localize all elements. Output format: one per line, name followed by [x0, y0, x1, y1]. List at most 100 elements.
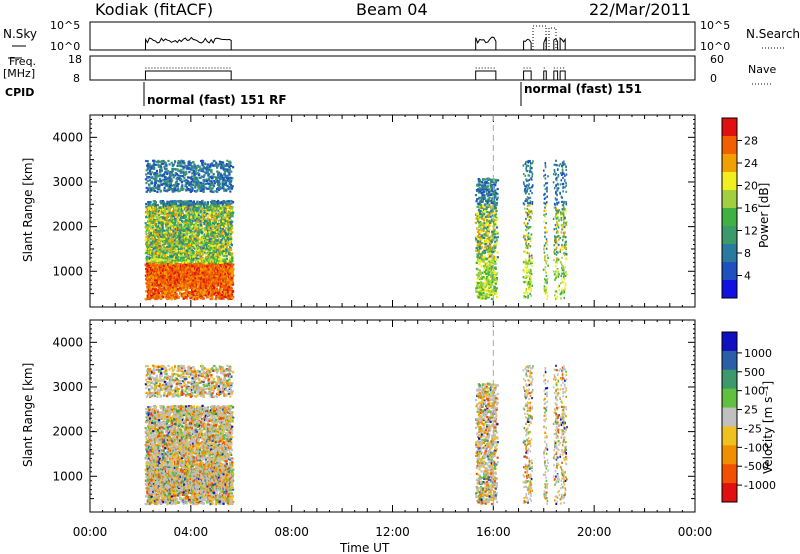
power-cell: [150, 234, 153, 237]
power-cell: [144, 263, 147, 266]
power-cell: [152, 233, 155, 236]
power-cell: [157, 280, 160, 283]
power-cell: [199, 251, 202, 254]
power-cell: [166, 229, 169, 232]
power-cell: [186, 291, 189, 294]
power-cell: [174, 160, 177, 163]
power-cell: [151, 283, 154, 286]
power-cell: [181, 165, 184, 168]
power-cell: [152, 177, 155, 180]
power-cell: [173, 203, 176, 206]
power-cell: [150, 287, 153, 290]
freq-trace: [559, 70, 566, 80]
power-cell: [155, 241, 158, 244]
power-cell: [144, 230, 148, 233]
power-cell: [171, 227, 174, 230]
power-cell: [163, 235, 166, 238]
power-cell: [154, 186, 157, 190]
power-cell: [163, 236, 166, 239]
power-cell: [148, 229, 151, 233]
power-cell: [181, 210, 184, 213]
power-cell: [187, 254, 191, 257]
power-cell: [170, 239, 173, 242]
power-cell: [172, 219, 176, 222]
power-cell: [201, 224, 204, 227]
power-cell: [148, 179, 152, 182]
power-cell: [196, 257, 199, 260]
power-cell: [159, 209, 163, 212]
nsky-trace: [523, 38, 532, 51]
power-cell: [196, 200, 199, 203]
power-cell: [194, 283, 197, 286]
power-cell: [196, 239, 199, 242]
power-cell: [200, 240, 203, 243]
power-cell: [164, 225, 167, 229]
power-cell: [178, 251, 182, 254]
power-cell: [155, 297, 158, 300]
power-cell: [182, 207, 185, 210]
power-cell: [185, 200, 188, 203]
power-cell: [182, 288, 185, 291]
power-cell: [196, 164, 199, 167]
power-cell: [190, 279, 193, 282]
power-cell: [166, 190, 169, 193]
power-cell: [151, 250, 154, 253]
power-cell: [185, 208, 188, 211]
power-cell: [198, 291, 202, 294]
power-cell: [170, 298, 173, 301]
power-cell: [159, 264, 162, 267]
power-cell: [162, 284, 165, 287]
power-cell: [200, 202, 203, 205]
power-cell: [159, 224, 162, 227]
power-cell: [173, 210, 176, 213]
power-cell: [184, 236, 187, 239]
power-cell: [180, 168, 183, 171]
power-cell: [151, 258, 154, 261]
power-cell: [148, 203, 151, 207]
power-cell: [200, 169, 203, 173]
power-cell: [172, 218, 175, 221]
freq-tick-bottom: 8: [73, 72, 80, 85]
power-cell: [189, 168, 193, 171]
power-cell: [146, 238, 150, 241]
power-cell: [156, 240, 159, 243]
power-cell: [194, 276, 197, 279]
power-cell: [192, 242, 195, 245]
power-cell: [186, 239, 189, 243]
power-cell: [144, 178, 147, 181]
power-cell: [203, 219, 206, 222]
power-cell: [186, 228, 189, 231]
power-cell: [160, 221, 163, 224]
power-cell: [153, 237, 157, 240]
power-cell: [180, 257, 183, 260]
power-cell: [160, 254, 163, 257]
power-cell: [164, 182, 167, 186]
beam-title: Beam 04: [356, 0, 428, 19]
power-cell: [165, 212, 168, 215]
power-cell: [164, 233, 168, 236]
power-cell: [191, 211, 194, 214]
power-cell: [181, 280, 184, 283]
power-cell: [173, 295, 176, 299]
power-cell: [189, 242, 192, 245]
power-cell: [185, 260, 188, 263]
power-cell: [172, 241, 175, 244]
power-cell: [174, 185, 177, 188]
power-cell: [184, 245, 187, 248]
power-cell: [157, 206, 160, 209]
power-cell: [177, 269, 180, 272]
power-cell: [154, 223, 157, 226]
power-cell: [179, 252, 182, 255]
power-cell: [160, 212, 163, 215]
power-cell: [182, 294, 185, 297]
power-cell: [203, 249, 206, 252]
power-cell: [202, 236, 205, 239]
power-cell: [182, 208, 185, 212]
power-cell: [162, 251, 165, 254]
power-cell: [192, 273, 195, 276]
power-cell: [158, 227, 161, 230]
power-cell: [165, 183, 169, 186]
power-cell: [157, 217, 160, 220]
power-cell: [200, 258, 203, 261]
power-cell: [146, 166, 149, 169]
